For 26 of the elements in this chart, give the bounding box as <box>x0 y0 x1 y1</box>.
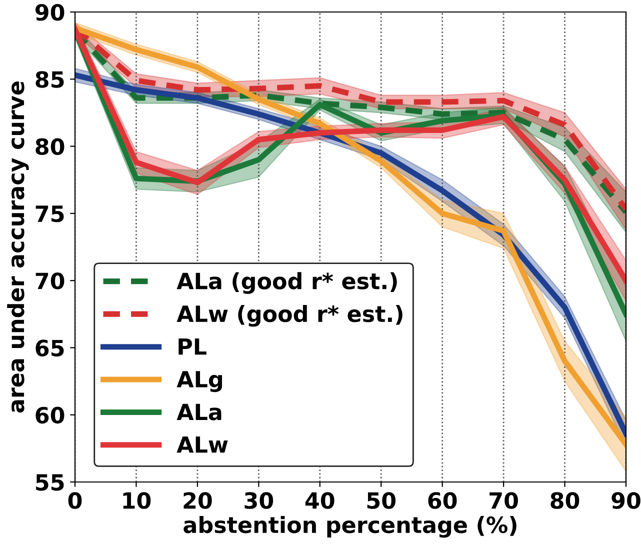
x-tick-label: 50 <box>367 492 396 509</box>
y-tick-label: 65 <box>36 340 64 356</box>
x-tick-label: 40 <box>305 492 334 509</box>
x-tick-label: 80 <box>550 492 580 509</box>
y-tick-label: 90 <box>36 4 64 21</box>
y-tick-label: 70 <box>36 272 64 290</box>
legend-label: ALw <box>176 436 228 453</box>
legend-label: PL <box>178 338 206 355</box>
legend-label: ALg <box>176 371 222 392</box>
y-tick-label: 60 <box>36 406 64 424</box>
x-tick-label: 20 <box>184 492 212 509</box>
y-axis-title: area under accuracy curve <box>7 82 29 413</box>
x-tick-label: 60 <box>428 492 457 509</box>
x-tick-label: 90 <box>612 492 640 509</box>
legend-label: ALa <box>176 404 222 420</box>
legend-label: ALw (good r* est.) <box>176 304 402 327</box>
y-tick-label: 85 <box>36 71 64 88</box>
legend-label: ALa (good r* est.) <box>176 272 397 294</box>
y-tick-label: 75 <box>36 206 64 222</box>
x-axis-title: abstention percentage (%) <box>184 516 516 538</box>
x-tick-label: 10 <box>123 492 151 509</box>
x-tick-label: 0 <box>68 492 82 509</box>
y-tick-label: 80 <box>36 138 64 156</box>
x-tick-label: 30 <box>244 492 274 509</box>
y-tick-label: 55 <box>36 474 64 491</box>
x-tick-label: 70 <box>490 492 518 509</box>
